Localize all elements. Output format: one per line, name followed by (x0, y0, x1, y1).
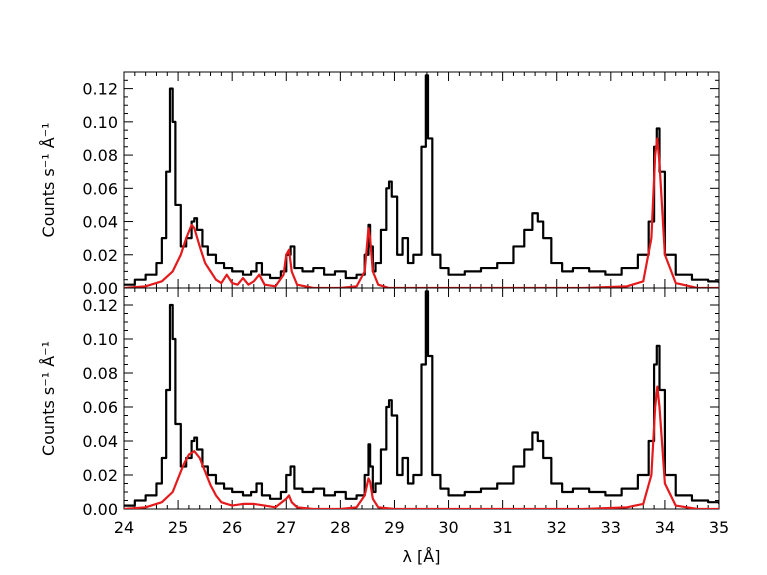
panel-top: 0.00 0.02 0.04 0.06 0.08 0.10 0.12 Counts s⁻¹ Å… (39, 71, 720, 298)
y-tick-label: 0.10 (82, 113, 118, 132)
y-tick-label: 0.02 (82, 246, 118, 265)
x-tick-label: 31 (492, 518, 512, 537)
x-axis-title: λ [Å] (403, 547, 441, 566)
y-tick-label: 0.04 (82, 213, 118, 232)
x-tick-label: 27 (276, 518, 296, 537)
x-tick-label: 28 (330, 518, 350, 537)
model-spectrum-line (124, 385, 719, 509)
x-tick-label: 34 (655, 518, 675, 537)
y-tick-label: 0.08 (82, 146, 118, 165)
y-tick-label: 0.06 (82, 179, 118, 198)
y-tick-label: 0.08 (82, 364, 118, 383)
observed-spectrum-line (124, 290, 719, 507)
x-tick-label: 29 (384, 518, 404, 537)
observed-spectrum-line (124, 74, 719, 286)
y-tick-label: 0.10 (82, 330, 118, 349)
x-tick-label: 25 (168, 518, 188, 537)
panel-bottom: 0.00 0.02 0.04 0.06 0.08 0.10 0.12 24 25 26 27 28 29… (39, 287, 729, 566)
y-tick-label: 0.00 (82, 279, 118, 298)
x-tick-label: 33 (601, 518, 621, 537)
x-tick-label: 30 (438, 518, 458, 537)
y-tick-label: 0.06 (82, 398, 118, 417)
y-axis-title: Counts s⁻¹ Å⁻¹ (39, 341, 58, 456)
y-tick-label: 0.02 (82, 466, 118, 485)
x-tick-label: 32 (547, 518, 567, 537)
y-tick-label: 0.00 (82, 500, 118, 519)
y-tick-label: 0.12 (82, 80, 118, 99)
model-spectrum-line (124, 137, 719, 288)
y-axis-title: Counts s⁻¹ Å⁻¹ (39, 122, 58, 237)
y-tick-label: 0.12 (82, 296, 118, 315)
x-tick-label: 26 (222, 518, 242, 537)
x-tick-label: 24 (114, 518, 134, 537)
y-tick-label: 0.04 (82, 432, 118, 451)
x-tick-label: 35 (709, 518, 729, 537)
